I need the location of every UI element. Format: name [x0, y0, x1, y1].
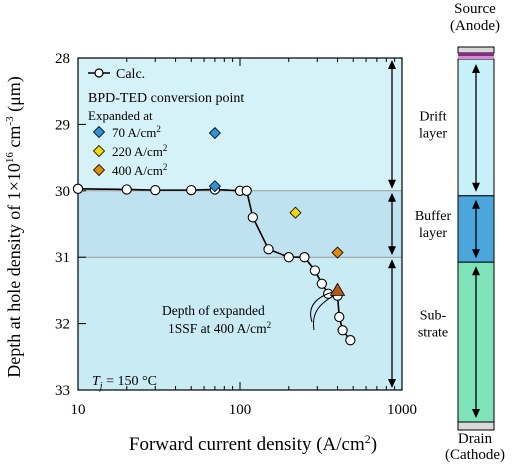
- conversion-point: [208, 126, 221, 140]
- y-tick-label: 30: [55, 184, 70, 200]
- legend-markers: 70 A/cm2 220 A/cm2 400 A/cm2: [92, 124, 167, 178]
- calc-point: [263, 244, 274, 255]
- calc-point: [283, 252, 294, 263]
- calc-point: [337, 325, 348, 336]
- calc-point: [334, 311, 345, 323]
- x-axis-title: Forward current density (A/cm2): [129, 432, 377, 455]
- calc-point: [241, 185, 252, 196]
- cathode-label: (Cathode): [445, 447, 505, 463]
- column-arrow-drift-head-top: [472, 64, 480, 73]
- legend-marker-label-1: 220 A/cm2: [112, 143, 167, 159]
- layer-arrows: Drift layer Buffer layer Sub-strate: [388, 60, 451, 388]
- layer-label-1-line-1: Buffer: [415, 209, 452, 224]
- conversion-point: [331, 246, 344, 259]
- x-tick-label: 100: [229, 402, 252, 418]
- layer-label-1-line-2: layer: [419, 226, 447, 241]
- calc-point: [186, 184, 197, 196]
- temperature-condition: Tj = 150 °C: [92, 374, 157, 392]
- y-tick-label: 28: [55, 51, 70, 67]
- column-arrow-drift-head-bottom: [472, 182, 480, 192]
- column-arrow-buffer-head-bottom: [472, 249, 480, 259]
- anode-label: (Anode): [450, 18, 500, 34]
- device-structure-column: Source (Anode) Drain (Cathode): [445, 1, 505, 463]
- column-arrow-buffer-head-top: [472, 199, 480, 209]
- expanded-1ssf-point: [329, 282, 346, 296]
- legend-marker-0: [92, 125, 106, 139]
- x-tick-label: 10: [71, 402, 86, 418]
- layer-arrow-0-head-bottom: [388, 179, 396, 189]
- axis-tick-labels: 10 100 1000 28 29 30 31 32 33: [55, 51, 417, 418]
- layer-arrow-1-head-top: [388, 192, 396, 202]
- substrate-region-background: [78, 257, 402, 390]
- layer-label-0-line-1: Drift: [419, 109, 446, 124]
- legend-marker-2: [92, 163, 106, 177]
- column-anode-band-2: [458, 56, 494, 59]
- legend-expanded-at: Expanded at: [88, 108, 153, 123]
- layer-arrow-2-head-top: [388, 259, 396, 269]
- column-layer-arrows: [472, 64, 480, 418]
- legend-marker-1: [92, 144, 106, 158]
- layer-label-0-line-2: layer: [419, 126, 447, 141]
- column-arrow-substrate-head-top: [472, 266, 480, 276]
- y-tick-label: 29: [55, 117, 70, 133]
- column-cathode-contact: [457, 421, 495, 431]
- layer-label-2-line-2: strate: [418, 326, 448, 341]
- layer-arrow-0-head-top: [388, 60, 396, 69]
- y-tick-label: 31: [55, 250, 70, 266]
- annotation-line-2: 1SSF at 400 A/cm2: [168, 320, 271, 336]
- legend: Calc. BPD-TED conversion point Expanded …: [88, 67, 244, 178]
- y-tick-label: 32: [55, 317, 70, 333]
- drain-label: Drain: [458, 431, 493, 447]
- conversion-point: [208, 180, 221, 193]
- calc-point: [121, 184, 132, 195]
- legend-calc-marker: [94, 68, 104, 78]
- x-tick-label: 1000: [387, 402, 417, 418]
- annotation: Depth of expanded 1SSF at 400 A/cm2: [162, 291, 335, 336]
- annotation-leader-lines: [310, 291, 335, 331]
- source-label: Source: [454, 1, 496, 17]
- buffer-region-background: [78, 190, 402, 258]
- column-anode-band-1: [458, 53, 494, 56]
- axis-ticks: [77, 57, 403, 391]
- legend-marker-label-0: 70 A/cm2: [112, 124, 161, 140]
- calc-point: [309, 265, 321, 276]
- layer-label-2-line-1: Sub-: [420, 309, 447, 324]
- conversion-point-markers: [208, 126, 344, 259]
- calc-point: [345, 335, 356, 346]
- legend-marker-label-2: 400 A/cm2: [112, 162, 167, 178]
- calc-series-points: [72, 183, 356, 346]
- column-arrow-substrate-head-bottom: [472, 409, 480, 418]
- legend-bpd-title: BPD-TED conversion point: [88, 91, 244, 106]
- column-anode-contact: [457, 46, 495, 54]
- layer-arrow-2-head-bottom: [388, 379, 396, 388]
- y-axis-title: Depth at hole density of 1×1016 cm-3 (μm…: [4, 76, 25, 377]
- calc-point: [247, 212, 258, 223]
- conversion-point: [289, 206, 302, 219]
- layer-arrow-1-head-bottom: [388, 246, 396, 256]
- y-tick-label: 33: [55, 383, 70, 399]
- calc-point: [72, 183, 84, 194]
- drift-region-background: [78, 58, 402, 191]
- calc-point: [299, 252, 310, 263]
- annotation-line-1: Depth of expanded: [162, 303, 265, 318]
- legend-calc-label: Calc.: [116, 67, 145, 82]
- expanded-1ssf-markers: [329, 282, 346, 296]
- calc-point: [150, 184, 161, 196]
- calc-point: [316, 278, 327, 289]
